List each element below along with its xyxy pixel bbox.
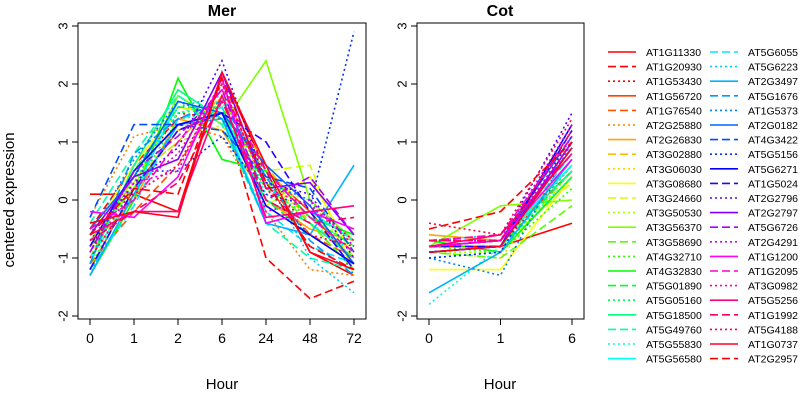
legend-entry-label: AT4G3422 [748,135,798,147]
mer-y-tick-label: 3 [55,22,70,29]
legend-entry-label: AT2G2797 [748,208,798,220]
legend-entry-label: AT1G5024 [748,178,798,190]
legend-entry-label: AT4G32830 [646,266,702,278]
legend-entry-label: AT5G6223 [748,62,798,74]
mer-y-tick-label: 1 [55,138,70,145]
legend-entry-label: AT2G25880 [646,120,702,132]
panel-mer-x-ticks: 0 1 2 6 24 48 72 [86,319,362,346]
mer-x-tick-label: 0 [86,330,94,346]
mer-x-tick-label: 2 [174,330,182,346]
cot-x-tick-label: 1 [497,330,505,346]
cot-x-tick-label: 6 [568,330,576,346]
mer-y-tick-label: -1 [55,252,70,264]
panel-cot: Cot -2 -1 0 1 2 3 0 1 6 Hour [394,3,584,393]
legend-entry-label: AT2G26830 [646,135,702,147]
legend-entry-label: AT1G11330 [646,47,701,59]
panel-mer-y-ticks: -2 -1 0 1 2 3 [55,22,78,321]
mer-y-tick-label: 2 [55,80,70,87]
legend-entry-label: AT3G06030 [646,164,702,176]
panel-cot-x-ticks: 0 1 6 [425,319,576,346]
legend-entry-label: AT5G5156 [748,149,798,161]
panel-cot-series-lines [429,113,572,304]
legend-entry-label: AT3G58690 [646,237,702,249]
panel-mer-series-lines [90,32,354,299]
legend-entry-label: AT5G49760 [646,324,702,336]
legend-entry-label: AT1G53430 [646,76,702,88]
legend-entry-label: AT3G0982 [748,281,798,293]
mer-y-tick-label: 0 [55,196,70,203]
legend-entry-label: AT4G32710 [646,251,702,263]
legend-entry-label: AT3G08680 [646,178,702,190]
mer-x-tick-label: 1 [130,330,138,346]
legend-entry-label: AT3G50530 [646,208,702,220]
legend-entry-label: AT1G56720 [646,91,702,103]
legend: AT1G11330 AT1G20930 AT1G53430 AT1G56720 AT1G… [598,40,798,366]
legend-entry-label: AT1G20930 [646,62,702,74]
legend-entry-label: AT2G0182 [748,120,798,132]
panel-cot-y-ticks: -2 -1 0 1 2 3 [394,22,417,321]
legend-entry-label: AT1G1992 [748,310,798,322]
legend-entry-label: AT5G5256 [748,295,798,307]
panel-mer-x-axis-title: Hour [206,376,239,393]
mer-x-tick-label: 72 [346,330,362,346]
legend-entry-label: AT3G56370 [646,222,702,234]
cot-y-tick-label: -2 [394,310,409,322]
cot-y-tick-label: 2 [394,80,409,87]
panel-mer-frame [78,23,366,319]
legend-entry-label: AT5G4188 [748,324,798,336]
panel-cot-title: Cot [487,3,514,20]
mer-x-tick-label: 6 [218,330,226,346]
legend-entry-label: AT5G56580 [646,354,702,366]
legend-entry-label: AT1G2095 [748,266,798,278]
legend-entry-label: AT2G2796 [748,193,798,205]
panel-cot-frame [417,23,584,319]
figure: centered expression Mer -2 -1 0 1 2 3 0 1 2 6 24 4… [0,0,800,400]
legend-entry-label: AT5G6055 [748,47,798,59]
legend-entry-label: AT3G24660 [646,193,702,205]
legend-entry-label: AT5G01890 [646,281,702,293]
legend-entry-label: AT1G1200 [748,251,798,263]
legend-entry-label: AT5G05160 [646,295,702,307]
cot-y-tick-label: 1 [394,138,409,145]
legend-entry-label: AT1G76540 [646,105,702,117]
legend-entry-label: AT1G5373 [748,105,798,117]
mer-x-tick-label: 24 [258,330,274,346]
panel-mer: Mer -2 -1 0 1 2 3 0 1 2 6 24 48 72 Hour [55,3,366,393]
legend-entry-label: AT5G6726 [748,222,798,234]
cot-x-tick-label: 0 [425,330,433,346]
mer-x-tick-label: 48 [302,330,318,346]
legend-entry-label: AT2G3497 [748,76,798,88]
legend-entry-label: AT2G4291 [748,237,798,249]
mer-y-tick-label: -2 [55,310,70,322]
cot-y-tick-label: 3 [394,22,409,29]
legend-entry-label: AT5G55830 [646,339,702,351]
y-axis-title: centered expression [1,132,18,267]
panel-mer-title: Mer [208,3,236,20]
legend-entry-label: AT1G0737 [748,339,798,351]
cot-y-tick-label: 0 [394,196,409,203]
legend-entry-label: AT5G6271 [748,164,798,176]
legend-entry-label: AT5G1676 [748,91,798,103]
panel-cot-x-axis-title: Hour [484,376,517,393]
legend-entry-label: AT5G18500 [646,310,702,322]
cot-y-tick-label: -1 [394,252,409,264]
legend-entry-label: AT3G02880 [646,149,702,161]
legend-entry-label: AT2G2957 [748,354,798,366]
